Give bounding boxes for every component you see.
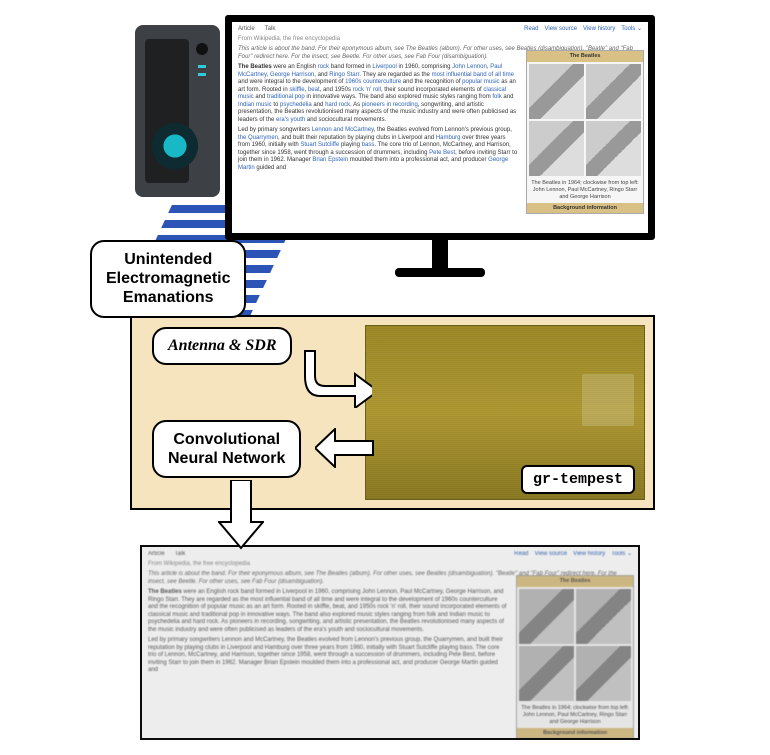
photo-icon: [586, 64, 641, 119]
emanations-label: Unintended Electromagnetic Emanations: [90, 240, 246, 318]
infobox-bginfo: Background information: [527, 203, 643, 214]
monitor-stand: [432, 240, 448, 268]
arrow-cnn-to-recon-icon: [218, 480, 264, 550]
tower-led-icon: [198, 73, 206, 76]
tab-talk[interactable]: Talk: [265, 26, 276, 34]
tab-talk: Talk: [175, 551, 186, 559]
infobox: The Beatles The Beatles in 1964; clockwi…: [526, 50, 644, 214]
tower-led-icon: [198, 65, 206, 68]
wiki-page: Article Talk Read View source View histo…: [232, 22, 648, 233]
tab-history[interactable]: View history: [583, 26, 615, 34]
arrow-antenna-to-raw-icon: [302, 348, 372, 408]
infobox-photos: [527, 62, 643, 178]
emanations-label-line1: Unintended: [106, 250, 230, 269]
emanations-label-line2: Electromagnetic: [106, 269, 230, 288]
computer-tower: [135, 25, 220, 197]
monitor-base: [395, 268, 485, 277]
wiki-tabs: Article Talk Read View source View histo…: [238, 26, 642, 34]
monitor-frame: Article Talk Read View source View histo…: [225, 15, 655, 240]
tab-article: Article: [148, 551, 165, 559]
wiki-subtitle: From Wikipedia, the free encyclopedia: [238, 36, 642, 44]
gr-tempest-label: gr-tempest: [521, 465, 635, 494]
tab-view-source[interactable]: View source: [544, 26, 577, 34]
tower-eject-icon: [196, 43, 208, 55]
emanations-label-line3: Emanations: [106, 288, 230, 307]
photo-icon: [586, 121, 641, 176]
monitor: Article Talk Read View source View histo…: [225, 15, 655, 275]
power-button-icon: [152, 123, 198, 169]
cnn-label-line1: Convolutional: [168, 430, 285, 449]
tools-menu[interactable]: Tools ⌄: [621, 26, 642, 34]
photo-icon: [529, 121, 584, 176]
tab-read[interactable]: Read: [524, 26, 538, 34]
cnn-label-line2: Neural Network: [168, 449, 285, 468]
wiki-page-recon: Article Talk Read View source View histo…: [142, 547, 638, 738]
antenna-sdr-label: Antenna & SDR: [152, 327, 292, 365]
infobox-title: The Beatles: [527, 51, 643, 62]
photo-icon: [529, 64, 584, 119]
tab-article[interactable]: Article: [238, 26, 255, 34]
infobox-caption: The Beatles in 1964; clockwise from top …: [527, 178, 643, 203]
cnn-label: Convolutional Neural Network: [152, 420, 301, 478]
reconstructed-screen: Article Talk Read View source View histo…: [140, 545, 640, 740]
arrow-raw-to-cnn-icon: [315, 428, 375, 468]
